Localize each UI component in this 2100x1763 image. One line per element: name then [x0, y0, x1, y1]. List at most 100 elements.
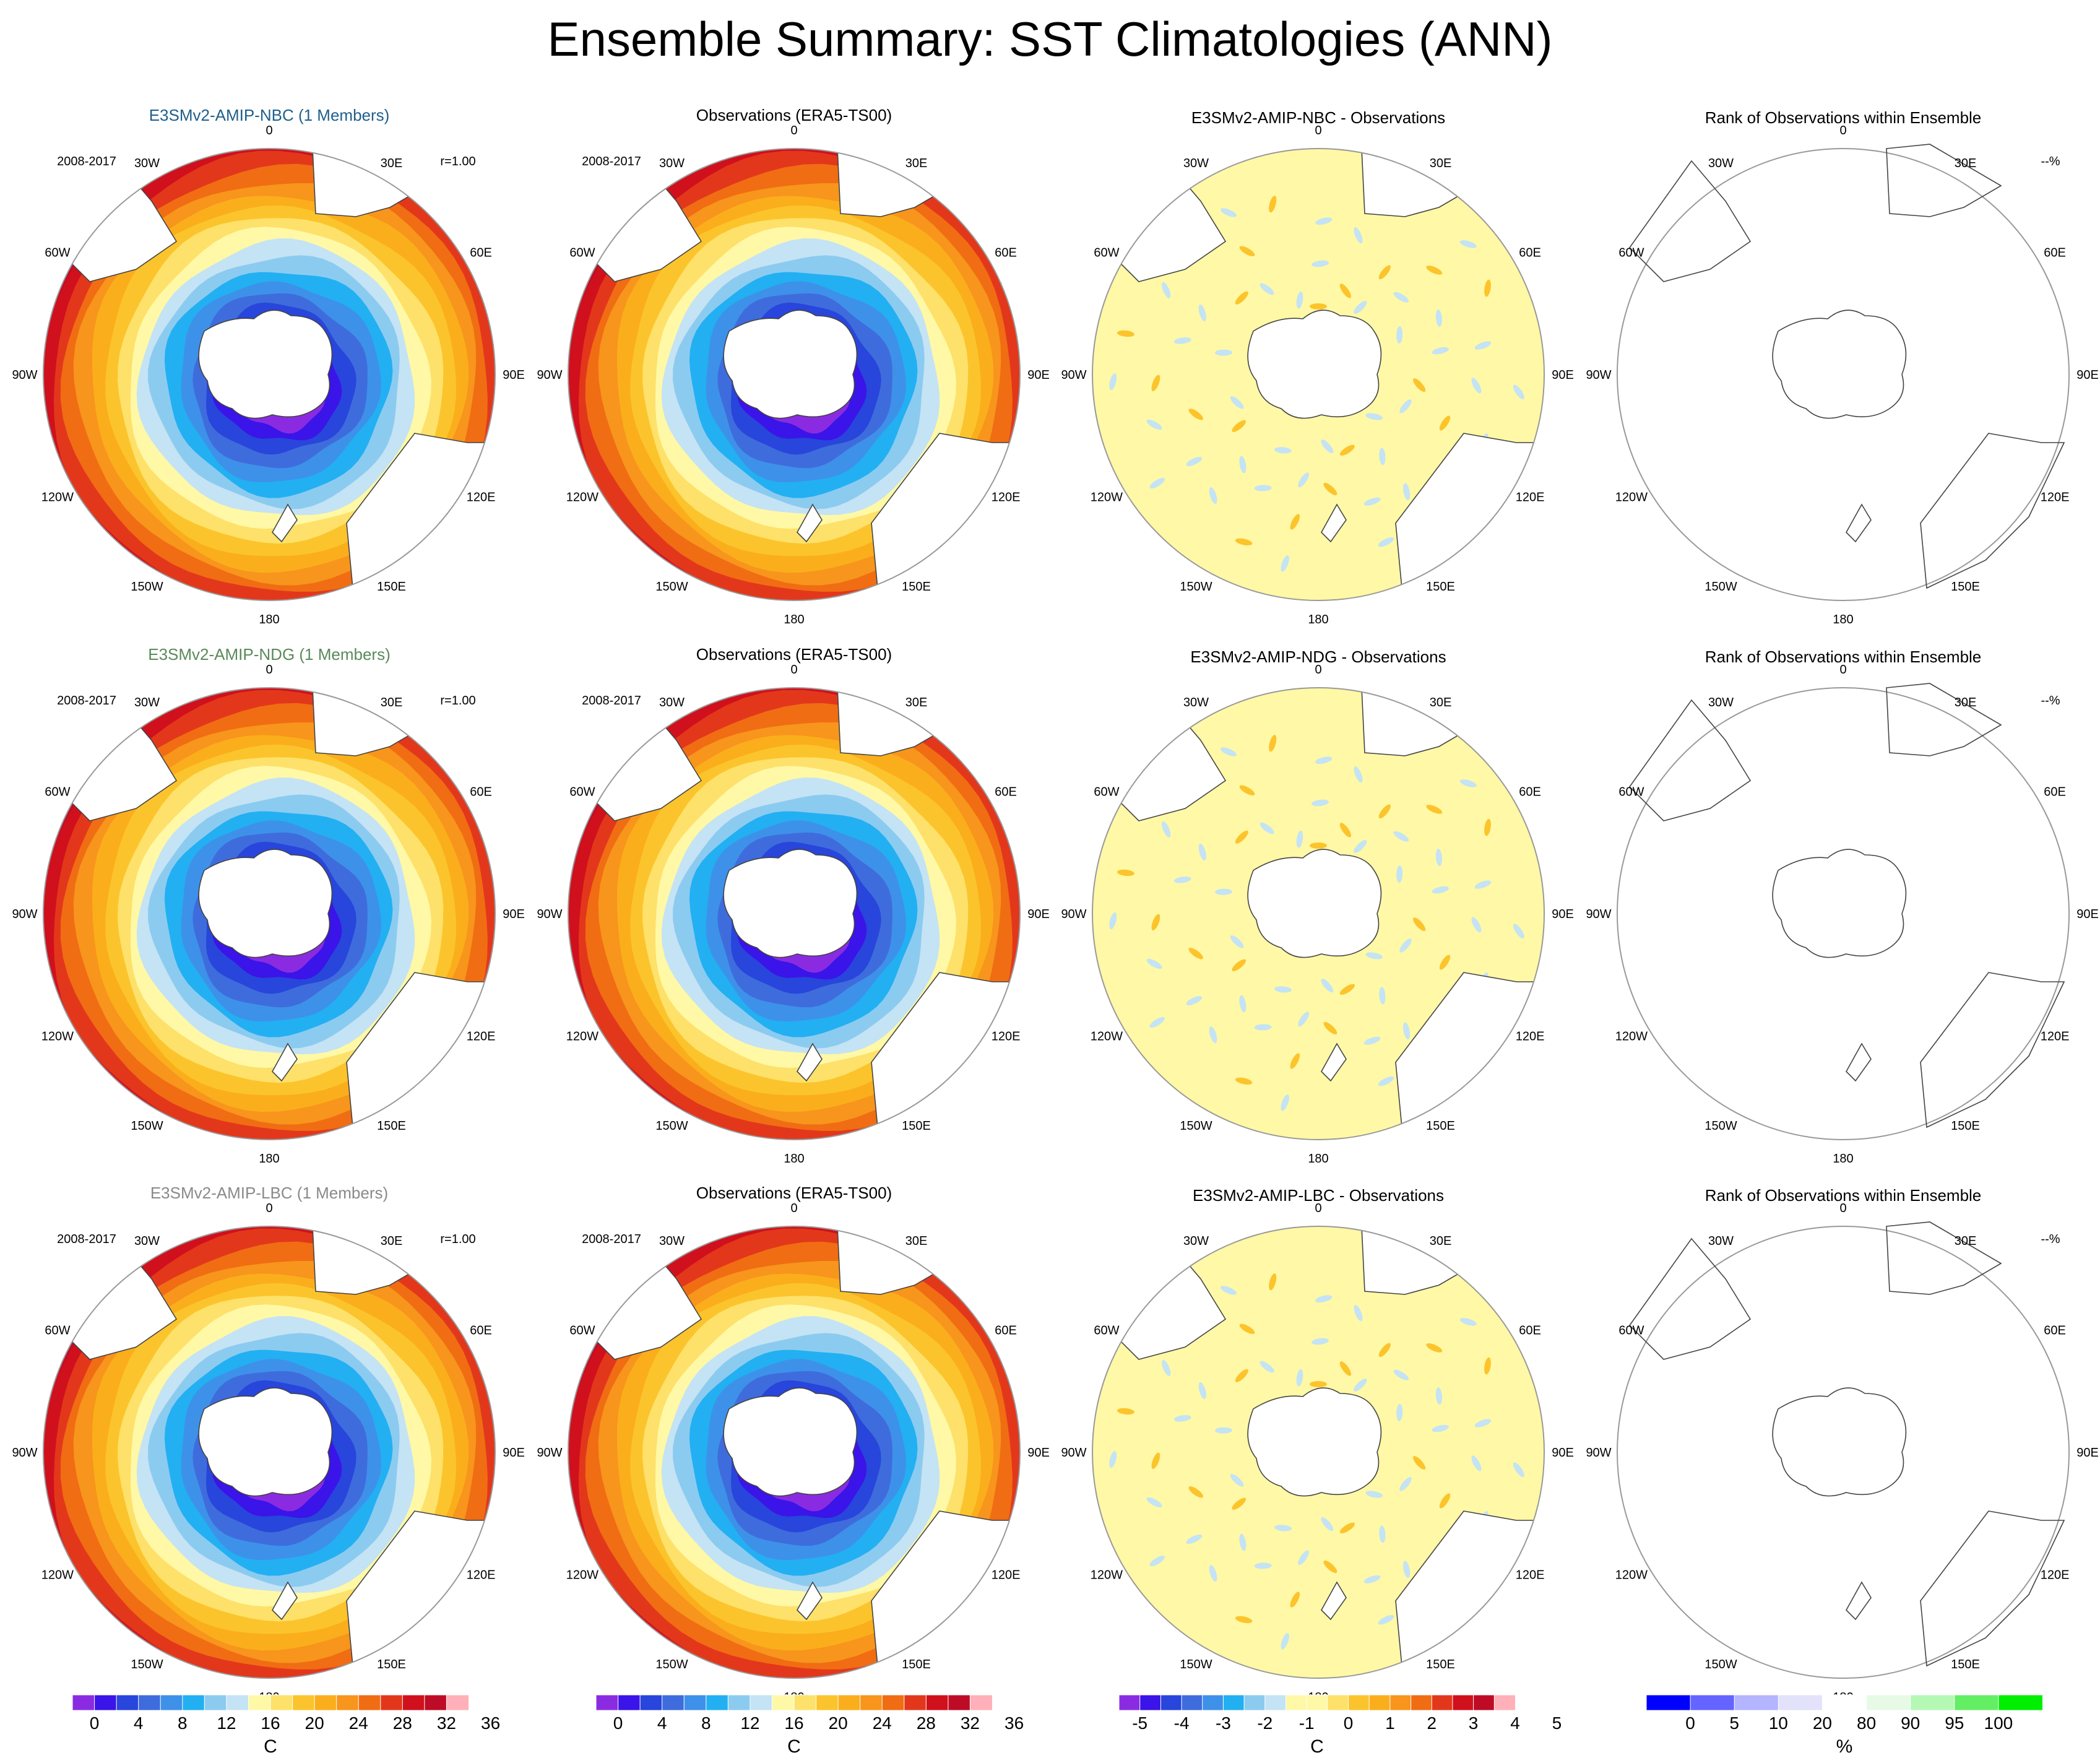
diff-anomaly: [1315, 756, 1333, 765]
longitude-label: 180: [259, 1152, 279, 1166]
longitude-label: 150E: [377, 1658, 406, 1671]
diff-anomaly: [1298, 1011, 1309, 1027]
diff-anomaly: [1274, 986, 1292, 993]
diff-anomaly: [1323, 1560, 1337, 1574]
diff-anomaly: [1339, 984, 1355, 995]
colorbar-tick-label: 32: [437, 1713, 456, 1733]
longitude-label: 120W: [41, 1569, 74, 1582]
correlation-label: r=1.00: [440, 1232, 475, 1246]
diff-anomaly: [1393, 1369, 1409, 1380]
longitude-label: 90W: [12, 1446, 37, 1460]
diff-anomaly: [1254, 1024, 1272, 1031]
colorbar-swatch: [116, 1694, 139, 1711]
panel-title: Rank of Observations within Ensemble: [1705, 108, 1982, 127]
longitude-label: 120E: [467, 1030, 496, 1044]
longitude-label: 120E: [1516, 491, 1545, 505]
diff-anomaly: [1363, 1036, 1381, 1045]
diff-anomaly: [1230, 935, 1244, 948]
longitude-label: 180: [1308, 1152, 1328, 1166]
panel-observations-2: Observations (ERA5-TS00) 2008-2017 0 30E 60E…: [537, 1184, 1049, 1704]
colorbar-swatch: [248, 1694, 271, 1711]
africa-landmass: [837, 149, 953, 217]
longitude-label: 0: [790, 663, 797, 677]
diff-anomaly: [1339, 284, 1352, 298]
africa-landmass: [312, 1226, 428, 1295]
diff-anomaly: [1296, 291, 1303, 309]
longitude-label: 150W: [1705, 1119, 1737, 1133]
diff-anomaly: [1109, 373, 1117, 391]
panel-title: E3SMv2-AMIP-LBC - Observations: [1193, 1186, 1444, 1205]
colorbar-tick-label: 16: [261, 1713, 280, 1733]
longitude-label: 120W: [41, 491, 74, 505]
diff-anomaly: [1471, 378, 1482, 394]
colorbar-tick-label: 100: [1984, 1713, 2013, 1733]
diff-anomaly: [1339, 1522, 1355, 1534]
longitude-label: 120E: [992, 1030, 1021, 1044]
longitude-label: 30W: [1708, 696, 1734, 709]
colorbar-swatch: [204, 1694, 227, 1711]
colorbar-tick-label: 5: [1552, 1713, 1562, 1733]
longitude-label: 60E: [2044, 246, 2066, 260]
longitude-label: 30E: [381, 1234, 403, 1248]
diff-anomaly: [1323, 482, 1337, 496]
colorbar-swatch: [314, 1694, 337, 1711]
longitude-label: 30E: [1955, 157, 1977, 170]
longitude-label: 30W: [659, 1234, 685, 1248]
longitude-label: 60E: [1519, 1324, 1541, 1338]
diff-anomaly: [1235, 291, 1248, 305]
diff-anomaly: [1321, 440, 1334, 454]
new-zealand-landmass: [1321, 1042, 1347, 1082]
longitude-label: 120E: [467, 491, 496, 505]
contour-fill: [1092, 688, 1544, 1140]
diff-anomaly: [1151, 375, 1160, 391]
colorbar-swatch: [1306, 1694, 1328, 1711]
diff-anomaly: [1198, 304, 1206, 322]
colorbar-swatch: [1734, 1694, 1779, 1711]
contour-fill: [43, 688, 495, 1140]
colorbar-swatch: [683, 1694, 707, 1711]
diff-anomaly: [1186, 1535, 1203, 1544]
colorbar-1: 0 4 8 12 16 20 24 28 32 36 C: [595, 1694, 1024, 1757]
diff-anomaly: [1239, 785, 1255, 796]
diff-anomaly: [1198, 1382, 1206, 1400]
colorbar-swatch: [1778, 1694, 1823, 1711]
panel-title: Observations (ERA5-TS00): [696, 645, 892, 664]
diff-anomaly: [1198, 843, 1206, 861]
diff-anomaly: [1239, 995, 1247, 1013]
diff-anomaly: [1474, 1419, 1492, 1427]
longitude-label: 150E: [902, 580, 931, 594]
longitude-label: 60E: [995, 1324, 1017, 1338]
longitude-label: 60E: [2044, 1324, 2066, 1338]
colorbar-unit-label: C: [787, 1736, 801, 1757]
diff-anomaly: [1311, 1338, 1329, 1345]
diff-anomaly: [1296, 830, 1303, 848]
diff-anomaly: [1474, 880, 1492, 889]
colorbar-tick-label: 20: [829, 1713, 848, 1733]
diff-anomaly: [1484, 279, 1491, 297]
diff-anomaly: [1215, 1427, 1232, 1434]
longitude-label: 90E: [1552, 368, 1574, 382]
colorbar-swatch: [94, 1694, 118, 1711]
longitude-label: 120W: [566, 1030, 598, 1044]
colorbar-tick-label: 3: [1469, 1713, 1479, 1733]
longitude-label: 30E: [1955, 696, 1977, 709]
longitude-label: 30W: [659, 696, 685, 709]
longitude-label: 0: [1315, 663, 1321, 677]
contour-fill: [1092, 1226, 1544, 1678]
diff-anomaly: [1109, 1450, 1117, 1468]
diff-anomaly: [1439, 415, 1451, 431]
longitude-label: 30W: [1708, 1234, 1734, 1248]
diff-anomaly: [1209, 1026, 1217, 1043]
colorbar-swatch: [1954, 1694, 1999, 1711]
longitude-label: 120W: [566, 1569, 598, 1582]
longitude-label: 60W: [1094, 786, 1119, 799]
map-boundary: [1617, 148, 2070, 601]
colorbar-tick-label: 36: [481, 1713, 500, 1733]
longitude-label: 180: [784, 1152, 804, 1166]
longitude-label: 30E: [381, 696, 403, 709]
colorbar-swatch: [1181, 1694, 1203, 1711]
map-boundary: [1617, 1226, 2070, 1679]
panel-title: E3SMv2-AMIP-NBC (1 Members): [149, 106, 390, 124]
diff-anomaly: [1339, 1361, 1352, 1376]
panel-rank-0: Rank of Observations within Ensemble --% 0…: [1586, 108, 2098, 626]
